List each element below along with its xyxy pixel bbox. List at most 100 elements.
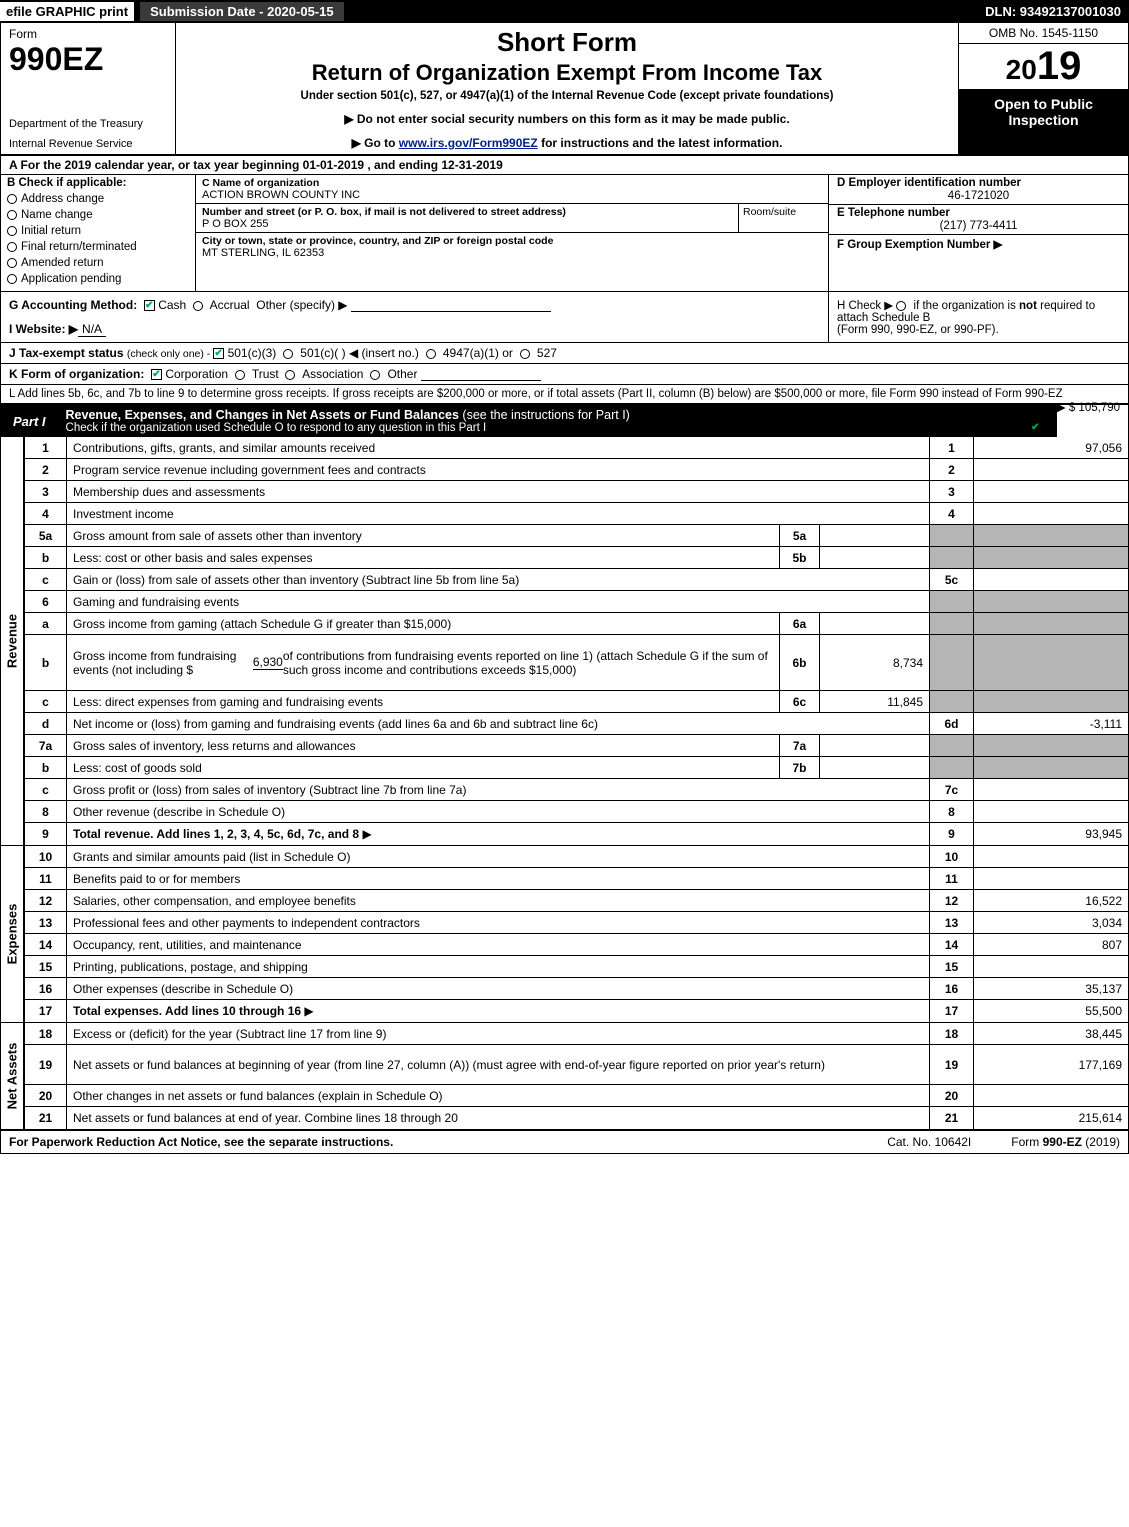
k-o4: Other — [387, 367, 417, 381]
chk-final-return[interactable]: Final return/terminated — [7, 241, 189, 253]
circle-icon[interactable] — [235, 370, 245, 380]
group-lbl: F Group Exemption Number ▶ — [837, 237, 1120, 251]
chk-label: Address change — [21, 193, 104, 205]
circle-icon[interactable] — [193, 301, 203, 311]
row-amt-grey — [974, 735, 1128, 756]
r6b-d1: Gross income from fundraising events (no… — [73, 649, 253, 677]
row-14: 14Occupancy, rent, utilities, and mainte… — [25, 934, 1128, 956]
footer-right-post: (2019) — [1082, 1135, 1120, 1149]
row-amt-grey — [974, 547, 1128, 568]
row-amt: 16,522 — [974, 890, 1128, 911]
row-num: b — [25, 757, 67, 778]
row-desc: Less: cost of goods sold — [67, 757, 780, 778]
gh-row: G Accounting Method: ✔ Cash Accrual Othe… — [1, 292, 1128, 343]
chk-501c3[interactable]: ✔ — [213, 348, 224, 359]
row-line: 13 — [930, 912, 974, 933]
header-right: OMB No. 1545-1150 2019 Open to Public In… — [958, 23, 1128, 154]
footer-formref: Form 990-EZ (2019) — [1011, 1135, 1120, 1149]
chk-initial-return[interactable]: Initial return — [7, 225, 189, 237]
circle-icon[interactable] — [426, 349, 436, 359]
year-pre: 20 — [1006, 54, 1037, 85]
page-footer: For Paperwork Reduction Act Notice, see … — [1, 1131, 1128, 1153]
j-o1: 501(c)(3) — [228, 346, 277, 360]
circle-icon[interactable] — [520, 349, 530, 359]
phone-val: (217) 773-4411 — [837, 220, 1120, 232]
netassets-rows: 18Excess or (deficit) for the year (Subt… — [25, 1023, 1128, 1129]
irs-label: Internal Revenue Service — [9, 138, 167, 150]
row-desc: Occupancy, rent, utilities, and maintena… — [67, 934, 930, 955]
row-amt: 38,445 — [974, 1023, 1128, 1044]
h-not: not — [1019, 300, 1037, 312]
submission-date: Submission Date - 2020-05-15 — [140, 2, 344, 21]
row-desc: Gaming and fundraising events — [67, 591, 930, 612]
row-amt: 97,056 — [974, 437, 1128, 458]
efile-print-label[interactable]: efile GRAPHIC print — [0, 2, 134, 21]
row-3: 3Membership dues and assessments3 — [25, 481, 1128, 503]
circle-icon[interactable] — [283, 349, 293, 359]
revenue-vert-label: Revenue — [1, 437, 25, 845]
no-ssn-notice: ▶ Do not enter social security numbers o… — [186, 112, 948, 126]
ein-lbl: D Employer identification number — [837, 177, 1120, 189]
row-amt — [974, 481, 1128, 502]
row-21: 21Net assets or fund balances at end of … — [25, 1107, 1128, 1129]
circle-icon — [7, 226, 17, 236]
chk-name-change[interactable]: Name change — [7, 209, 189, 221]
netassets-label-text: Net Assets — [5, 1043, 20, 1110]
chk-amended-return[interactable]: Amended return — [7, 257, 189, 269]
chk-schedule-o[interactable]: ✔ — [1030, 422, 1041, 433]
form-number: 990EZ — [9, 41, 167, 78]
row-num: 21 — [25, 1107, 67, 1129]
row-line-grey — [930, 691, 974, 712]
line-j: J Tax-exempt status (check only one) - ✔… — [1, 343, 1128, 364]
l-amt: ▶ $ 105,790 — [1057, 400, 1120, 414]
row-16: 16Other expenses (describe in Schedule O… — [25, 978, 1128, 1000]
row-amt-grey — [974, 613, 1128, 634]
addr-cell: Number and street (or P. O. box, if mail… — [196, 204, 738, 232]
part1-title-text: Revenue, Expenses, and Changes in Net As… — [66, 408, 459, 422]
circle-icon[interactable] — [896, 301, 906, 311]
row-num: 11 — [25, 868, 67, 889]
goto-line: ▶ Go to www.irs.gov/Form990EZ for instru… — [186, 136, 948, 150]
line-g: G Accounting Method: ✔ Cash Accrual Othe… — [1, 292, 828, 342]
row-suba: 11,845 — [820, 691, 930, 712]
row-num: 9 — [25, 823, 67, 845]
row-num: 1 — [25, 437, 67, 458]
chk-address-change[interactable]: Address change — [7, 193, 189, 205]
k-other-blank[interactable] — [421, 369, 541, 381]
line-a: A For the 2019 calendar year, or tax yea… — [1, 156, 1128, 175]
row-line: 17 — [930, 1000, 974, 1022]
chk-corp[interactable]: ✔ — [151, 369, 162, 380]
g-other-blank[interactable] — [351, 300, 551, 312]
h-text1: H Check ▶ — [837, 300, 893, 312]
row-amt: 93,945 — [974, 823, 1128, 845]
chk-cash[interactable]: ✔ — [144, 300, 155, 311]
footer-paperwork: For Paperwork Reduction Act Notice, see … — [9, 1135, 393, 1149]
netassets-section: Net Assets 18Excess or (deficit) for the… — [1, 1023, 1128, 1131]
row-num: 3 — [25, 481, 67, 502]
row-line: 9 — [930, 823, 974, 845]
j-pre: J Tax-exempt status — [9, 346, 124, 360]
row-num: 19 — [25, 1045, 67, 1084]
title-return: Return of Organization Exempt From Incom… — [186, 60, 948, 86]
row-line: 5c — [930, 569, 974, 590]
part1-thin: (see the instructions for Part I) — [459, 408, 630, 422]
circle-icon — [7, 210, 17, 220]
row-desc-6b: Gross income from fundraising events (no… — [67, 635, 780, 690]
ein-val: 46-1721020 — [837, 190, 1120, 202]
chk-application-pending[interactable]: Application pending — [7, 273, 189, 285]
addr-val: P O BOX 255 — [202, 218, 732, 230]
irs-link[interactable]: www.irs.gov/Form990EZ — [399, 136, 538, 150]
k-o2: Trust — [252, 367, 279, 381]
row-amt-grey — [974, 591, 1128, 612]
row-num: 7a — [25, 735, 67, 756]
revenue-rows: 1Contributions, gifts, grants, and simil… — [25, 437, 1128, 845]
expenses-label-text: Expenses — [5, 904, 20, 965]
h-text2: if the organization is — [914, 300, 1019, 312]
circle-icon[interactable] — [285, 370, 295, 380]
row-9: 9Total revenue. Add lines 1, 2, 3, 4, 5c… — [25, 823, 1128, 845]
row-amt-grey — [974, 635, 1128, 690]
row-10: 10Grants and similar amounts paid (list … — [25, 846, 1128, 868]
circle-icon[interactable] — [370, 370, 380, 380]
under-section: Under section 501(c), 527, or 4947(a)(1)… — [186, 90, 948, 102]
circle-icon — [7, 194, 17, 204]
